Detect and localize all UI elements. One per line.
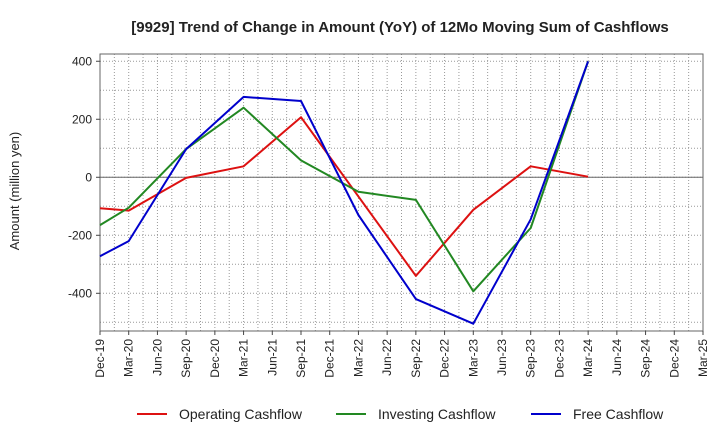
x-tick-label: Jun-20 [150, 339, 164, 376]
series-line-free-cashflow [99, 60, 590, 325]
x-tick-label: Jun-21 [265, 339, 279, 376]
series-lines [99, 60, 590, 325]
x-tick-label: Mar-23 [466, 339, 480, 377]
gridlines [99, 54, 704, 331]
legend-label-free-cashflow: Free Cashflow [573, 406, 664, 422]
legend-label-investing-cashflow: Investing Cashflow [378, 406, 496, 422]
x-tick-label: Jun-22 [380, 339, 394, 376]
series-line-investing-cashflow [99, 60, 590, 293]
x-axis-ticks: Dec-19 Mar-20 Jun-20 Sep-20 Dec-20 Mar-21 Jun-… [93, 331, 710, 378]
x-tick-label: Sep-20 [179, 339, 193, 378]
x-tick-label: Mar-22 [351, 339, 365, 377]
x-tick-label: Sep-24 [639, 339, 653, 378]
x-tick-label: Sep-23 [524, 339, 538, 378]
legend-label-operating-cashflow: Operating Cashflow [179, 406, 303, 422]
y-tick-label: -200 [68, 228, 92, 242]
y-tick-label: -400 [68, 286, 92, 300]
chart-title: [9929] Trend of Change in Amount (YoY) o… [131, 19, 669, 36]
x-tick-label: Sep-21 [294, 339, 308, 378]
x-tick-label: Dec-20 [208, 339, 222, 378]
x-tick-label: Mar-20 [122, 339, 136, 377]
plot-area [99, 53, 704, 332]
x-tick-label: Sep-22 [409, 339, 423, 378]
y-axis-ticks: 400 200 0 -200 -400 [68, 54, 100, 300]
y-tick-label: 0 [85, 170, 92, 184]
x-tick-label: Jun-24 [610, 339, 624, 376]
y-tick-label: 400 [72, 54, 92, 68]
x-tick-label: Mar-25 [696, 339, 710, 377]
x-tick-label: Dec-24 [667, 339, 681, 378]
series-line-operating-cashflow [99, 116, 589, 277]
x-tick-label: Dec-22 [438, 339, 452, 378]
x-tick-label: Dec-21 [323, 339, 337, 378]
x-tick-label: Mar-21 [237, 339, 251, 377]
y-tick-label: 200 [72, 112, 92, 126]
x-tick-label: Dec-23 [552, 339, 566, 378]
x-tick-label: Jun-23 [495, 339, 509, 376]
y-axis-label: Amount (million yen) [7, 132, 22, 251]
x-tick-label: Dec-19 [93, 339, 107, 378]
x-tick-label: Mar-24 [581, 339, 595, 377]
legend: Operating Cashflow Investing Cashflow Free… [137, 406, 664, 422]
